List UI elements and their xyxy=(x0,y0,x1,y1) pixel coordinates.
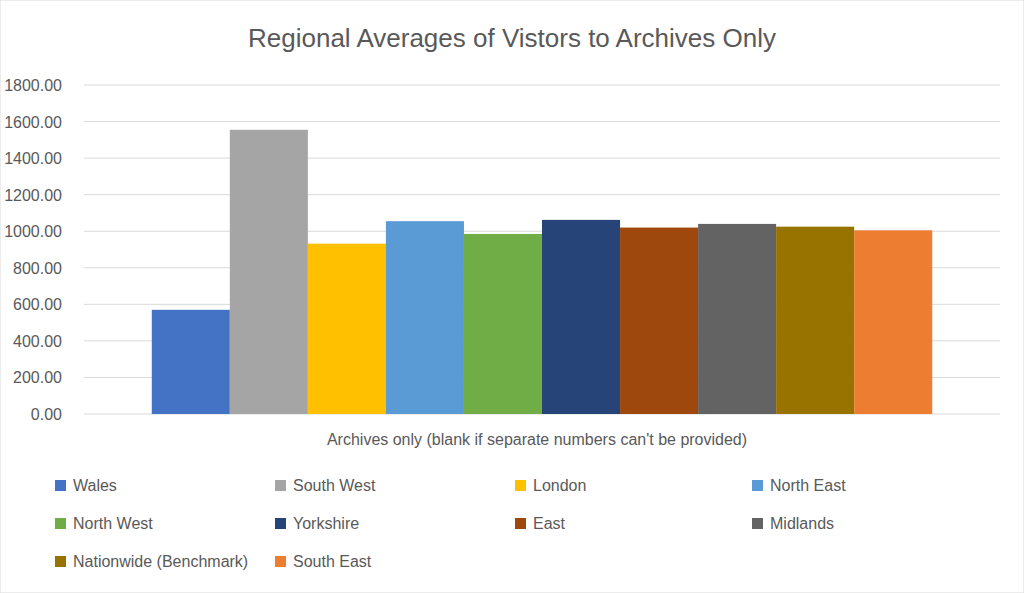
y-tick-label: 1600.00 xyxy=(4,114,62,131)
bar xyxy=(230,130,308,414)
legend-label: North East xyxy=(770,477,846,494)
legend-label: North West xyxy=(73,515,153,532)
bar xyxy=(698,224,776,414)
bars xyxy=(152,130,932,414)
legend-swatch xyxy=(515,480,526,491)
y-tick-label: 1400.00 xyxy=(4,150,62,167)
legend-label: South West xyxy=(293,477,376,494)
grid-line xyxy=(84,158,1000,159)
legend-label: East xyxy=(533,515,566,532)
grid-line xyxy=(84,121,1000,122)
legend-swatch xyxy=(55,518,66,529)
legend-swatch xyxy=(55,556,66,567)
y-tick-label: 0.00 xyxy=(31,406,62,423)
legend-swatch xyxy=(275,518,286,529)
legend-label: London xyxy=(533,477,586,494)
bar xyxy=(308,244,386,414)
bar xyxy=(620,228,698,414)
legend-label: Wales xyxy=(73,477,117,494)
bar xyxy=(776,227,854,414)
bar xyxy=(854,230,932,414)
y-tick-label: 1000.00 xyxy=(4,223,62,240)
y-tick-label: 400.00 xyxy=(13,333,62,350)
bar xyxy=(152,310,230,414)
legend-swatch xyxy=(752,480,763,491)
legend-swatch xyxy=(275,556,286,567)
y-tick-label: 1800.00 xyxy=(4,77,62,94)
grid-line xyxy=(84,194,1000,195)
legend-label: Midlands xyxy=(770,515,834,532)
x-tick-label: Archives only (blank if separate numbers… xyxy=(327,431,747,448)
legend: Wales South West London North East North Wes… xyxy=(55,477,846,570)
legend-swatch xyxy=(275,480,286,491)
title: Regional Averages of Vistors to Archives… xyxy=(248,23,776,53)
chart: Regional Averages of Vistors to Archives… xyxy=(0,0,1024,593)
y-tick-label: 1200.00 xyxy=(4,187,62,204)
bar xyxy=(464,234,542,414)
y-tick-label: 200.00 xyxy=(13,369,62,386)
y-tick-label: 600.00 xyxy=(13,296,62,313)
legend-label: South East xyxy=(293,553,372,570)
legend-label: Nationwide (Benchmark) xyxy=(73,553,248,570)
legend-swatch xyxy=(515,518,526,529)
grid xyxy=(84,85,1000,414)
y-tick-label: 800.00 xyxy=(13,260,62,277)
grid-line xyxy=(84,85,1000,86)
background xyxy=(0,0,1024,593)
legend-label: Yorkshire xyxy=(293,515,359,532)
bar xyxy=(386,221,464,414)
legend-swatch xyxy=(752,518,763,529)
bar xyxy=(542,220,620,414)
legend-swatch xyxy=(55,480,66,491)
